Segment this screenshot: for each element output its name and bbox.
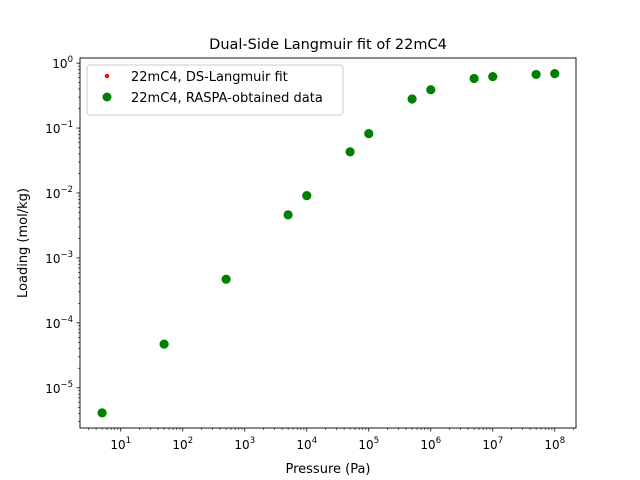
x-tick-label: 101 (110, 436, 131, 452)
x-tick-label: 106 (420, 436, 441, 452)
data-point (159, 339, 169, 349)
y-axis-label: Loading (mol/kg) (16, 188, 31, 298)
legend-marker-data (102, 92, 112, 102)
data-point (426, 85, 436, 95)
legend-marker-fit (104, 73, 110, 79)
data-point (407, 94, 417, 104)
chart-title: Dual-Side Langmuir fit of 22mC4 (209, 37, 447, 53)
x-tick-label: 107 (482, 436, 503, 452)
y-tick-label: 10−2 (45, 185, 73, 201)
x-tick-label: 105 (358, 436, 379, 452)
legend-label-data: 22mC4, RASPA-obtained data (131, 91, 323, 106)
data-point (345, 147, 355, 157)
y-tick-label: 10−3 (45, 250, 73, 266)
x-axis-label: Pressure (Pa) (285, 462, 370, 477)
data-point (283, 210, 293, 220)
data-point (302, 191, 312, 201)
data-point (469, 73, 479, 84)
x-tick-label: 102 (172, 436, 193, 452)
legend-box (86, 64, 344, 116)
y-tick-label: 100 (52, 55, 73, 71)
data-point (488, 72, 498, 82)
legend-label-fit: 22mC4, DS-Langmuir fit (131, 70, 288, 85)
x-tick-label: 108 (544, 436, 565, 452)
y-tick-label: 10−1 (45, 120, 73, 136)
y-tick-label: 10−5 (45, 380, 73, 396)
data-point (364, 129, 374, 139)
axes-frame (79, 57, 577, 429)
data-point (97, 408, 107, 418)
legend: 22mC4, DS-Langmuir fit 22mC4, RASPA-obta… (86, 64, 344, 116)
x-tick-label: 104 (296, 436, 317, 452)
data-point (550, 69, 560, 79)
data-point (531, 69, 541, 80)
y-tick-label: 10−4 (45, 315, 73, 331)
data-point (221, 274, 231, 284)
x-tick-label: 103 (234, 436, 255, 452)
